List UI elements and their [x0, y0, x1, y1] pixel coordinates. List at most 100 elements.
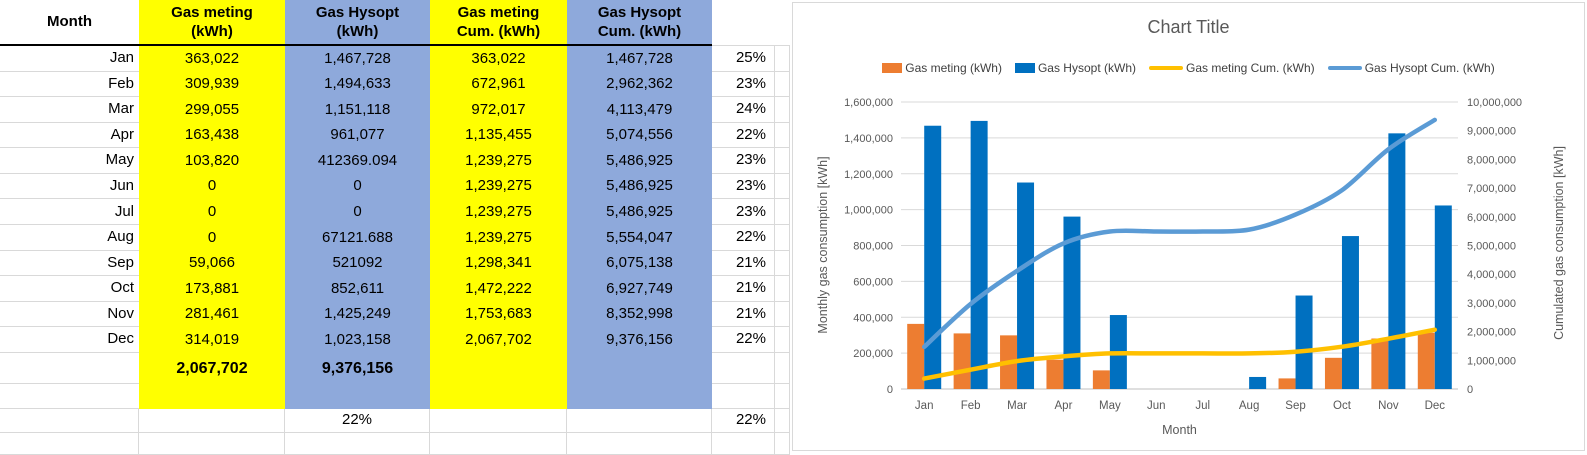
cell-hysopt-jun[interactable]: 0	[285, 173, 430, 200]
bar-gas-hysopt-feb[interactable]	[970, 120, 988, 389]
cell-total-spare[interactable]	[775, 352, 790, 384]
cell-meting-cum-jun[interactable]: 1,239,275	[430, 173, 567, 200]
column-header-spare[interactable]	[775, 0, 790, 46]
bar-gas-meting-apr[interactable]	[1046, 359, 1064, 389]
cell-blank-2[interactable]	[285, 432, 430, 455]
cell-meting-apr[interactable]: 163,438	[139, 122, 285, 149]
bar-gas-meting-may[interactable]	[1092, 370, 1110, 389]
cell-blank-1[interactable]	[139, 432, 285, 455]
cell-hysopt-dec[interactable]: 1,023,158	[285, 327, 430, 353]
combo-chart[interactable]: 0 200,000 400,000 600,000 800,000 1,000,000 1,…	[793, 3, 1586, 452]
cell-empty-2[interactable]	[285, 383, 430, 409]
cell-hysopt-mar[interactable]: 1,151,118	[285, 97, 430, 123]
cell-hysopt-cum-sep[interactable]: 6,075,138	[567, 250, 712, 277]
cell-hysopt-cum-mar[interactable]: 4,113,479	[567, 97, 712, 123]
cell-meting-jun[interactable]: 0	[139, 173, 285, 200]
cell-pct-aug[interactable]: 22%	[712, 225, 775, 251]
cell-total-meting-cum[interactable]	[430, 352, 567, 384]
cell-month-sep[interactable]: Sep	[0, 250, 139, 277]
cell-month-feb[interactable]: Feb	[0, 71, 139, 98]
cell-month-apr[interactable]: Apr	[0, 122, 139, 149]
cell-meting-dec[interactable]: 314,019	[139, 327, 285, 353]
cell-sum-1[interactable]	[139, 408, 285, 433]
cell-total-label[interactable]	[0, 352, 139, 384]
bar-gas-hysopt-sep[interactable]	[1295, 295, 1313, 389]
cell-hysopt-cum-apr[interactable]: 5,074,556	[567, 122, 712, 149]
cell-meting-cum-sep[interactable]: 1,298,341	[430, 250, 567, 277]
cell-blank-4[interactable]	[567, 432, 712, 455]
cell-hysopt-cum-may[interactable]: 5,486,925	[567, 148, 712, 174]
column-header-gas-hysopt[interactable]: Gas Hysopt (kWh)	[285, 0, 430, 46]
cell-empty-3[interactable]	[430, 383, 567, 409]
cell-hysopt-aug[interactable]: 67121.688	[285, 225, 430, 251]
cell-pct-jan[interactable]: 25%	[712, 46, 775, 72]
cell-blank-5[interactable]	[712, 432, 775, 455]
cell-spare-aug[interactable]	[775, 225, 790, 251]
cell-meting-cum-jan[interactable]: 363,022	[430, 46, 567, 72]
cell-meting-cum-jul[interactable]: 1,239,275	[430, 199, 567, 226]
chart-panel[interactable]: Chart Title Gas meting (kWh) Gas Hysopt (…	[792, 2, 1585, 451]
line-gas-hysopt-cum[interactable]	[921, 117, 1438, 350]
cell-total-meting[interactable]: 2,067,702	[139, 352, 285, 384]
cell-blank-3[interactable]	[430, 432, 567, 455]
cell-hysopt-cum-jan[interactable]: 1,467,728	[567, 46, 712, 72]
cell-meting-cum-feb[interactable]: 672,961	[430, 71, 567, 98]
column-header-month[interactable]: Month	[0, 0, 139, 46]
cell-hysopt-nov[interactable]: 1,425,249	[285, 301, 430, 328]
cell-hysopt-cum-nov[interactable]: 8,352,998	[567, 301, 712, 328]
cell-empty-5[interactable]	[712, 383, 775, 409]
bar-gas-hysopt-mar[interactable]	[1017, 182, 1035, 389]
cell-pct-sep[interactable]: 21%	[712, 250, 775, 277]
bar-gas-meting-feb[interactable]	[953, 333, 971, 389]
cell-pct-apr[interactable]: 22%	[712, 122, 775, 149]
cell-spare-mar[interactable]	[775, 97, 790, 123]
cell-hysopt-cum-dec[interactable]: 9,376,156	[567, 327, 712, 353]
cell-meting-cum-may[interactable]: 1,239,275	[430, 148, 567, 174]
cell-summary-pct[interactable]: 22%	[712, 408, 775, 433]
cell-spare-feb[interactable]	[775, 71, 790, 98]
bar-gas-hysopt-nov[interactable]	[1388, 133, 1406, 389]
cell-spare-may[interactable]	[775, 148, 790, 174]
cell-month-may[interactable]: May	[0, 148, 139, 174]
column-header-percent[interactable]	[712, 0, 775, 46]
cell-hysopt-cum-feb[interactable]: 2,962,362	[567, 71, 712, 98]
cell-meting-sep[interactable]: 59,066	[139, 250, 285, 277]
cell-hysopt-cum-jul[interactable]: 5,486,925	[567, 199, 712, 226]
line-gas-meting-cum[interactable]	[921, 327, 1438, 381]
cell-meting-jul[interactable]: 0	[139, 199, 285, 226]
cell-spare-oct[interactable]	[775, 276, 790, 302]
cell-spare-sep[interactable]	[775, 250, 790, 277]
cell-total-hysopt-cum[interactable]	[567, 352, 712, 384]
cell-hysopt-oct[interactable]: 852,611	[285, 276, 430, 302]
cell-meting-may[interactable]: 103,820	[139, 148, 285, 174]
column-header-gas-hysopt-cum[interactable]: Gas Hysopt Cum. (kWh)	[567, 0, 712, 46]
cell-spare-jun[interactable]	[775, 173, 790, 200]
cell-month-dec[interactable]: Dec	[0, 327, 139, 353]
cell-pct-jul[interactable]: 23%	[712, 199, 775, 226]
chart-title[interactable]: Chart Title	[1147, 17, 1230, 37]
cell-empty-6[interactable]	[775, 383, 790, 409]
cell-sum-3[interactable]	[430, 408, 567, 433]
cell-pct-dec[interactable]: 22%	[712, 327, 775, 353]
cell-sum-0[interactable]	[0, 408, 139, 433]
legend-item-4[interactable]: Gas Hysopt Cum. (kWh)	[1327, 61, 1495, 75]
legend-item-3[interactable]: Gas meting Cum. (kWh)	[1148, 61, 1315, 75]
bar-gas-meting-sep[interactable]	[1278, 378, 1296, 389]
cell-meting-cum-aug[interactable]: 1,239,275	[430, 225, 567, 251]
cell-hysopt-cum-aug[interactable]: 5,554,047	[567, 225, 712, 251]
cell-hysopt-cum-oct[interactable]: 6,927,749	[567, 276, 712, 302]
cell-month-nov[interactable]: Nov	[0, 301, 139, 328]
column-header-gas-meting-cum[interactable]: Gas meting Cum. (kWh)	[430, 0, 567, 46]
cell-meting-jan[interactable]: 363,022	[139, 46, 285, 72]
cell-meting-mar[interactable]: 299,055	[139, 97, 285, 123]
cell-meting-aug[interactable]: 0	[139, 225, 285, 251]
cell-meting-cum-nov[interactable]: 1,753,683	[430, 301, 567, 328]
cell-hysopt-sep[interactable]: 521092	[285, 250, 430, 277]
cell-blank-0[interactable]	[0, 432, 139, 455]
cell-summary-hysopt-pct[interactable]: 22%	[285, 408, 430, 433]
cell-spare-apr[interactable]	[775, 122, 790, 149]
bar-gas-meting-dec[interactable]	[1417, 332, 1435, 389]
cell-total-pct[interactable]	[712, 352, 775, 384]
cell-total-hysopt[interactable]: 9,376,156	[285, 352, 430, 384]
cell-meting-cum-oct[interactable]: 1,472,222	[430, 276, 567, 302]
